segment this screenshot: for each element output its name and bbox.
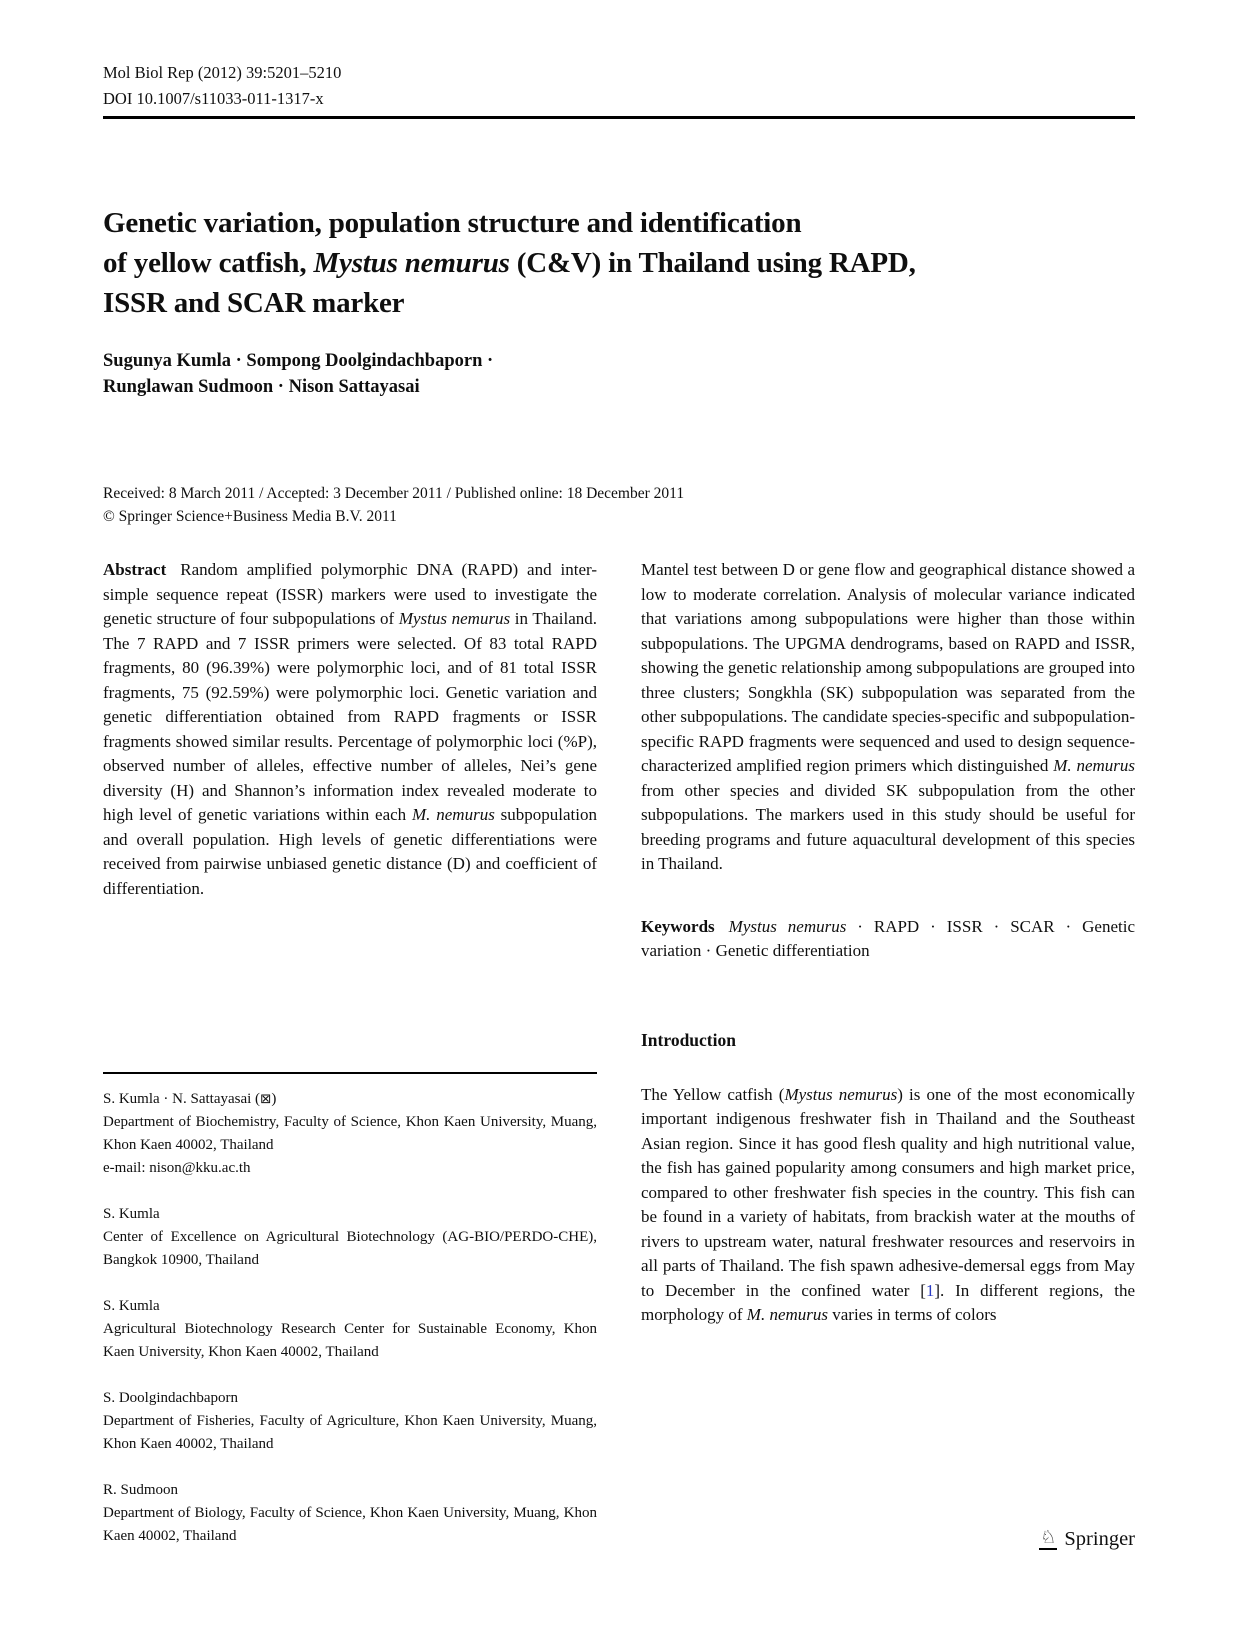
footnote-group: S. Kumla · N. Sattayasai (⊠) Department …: [103, 1088, 597, 1180]
footnote-names: S. Kumla: [103, 1298, 160, 1314]
abstract-label: Abstract: [103, 560, 167, 579]
title-line-2: of yellow catfish, Mystus nemurus (C&V) …: [103, 247, 916, 279]
authors-line-2: Runglawan Sudmoon · Nison Sattayasai: [103, 377, 420, 397]
footnote-affiliation: Center of Excellence on Agricultural Bio…: [103, 1229, 597, 1268]
footnote-email: e-mail: nison@kku.ac.th: [103, 1160, 251, 1176]
keywords-label: Keywords: [641, 916, 715, 936]
doi: DOI 10.1007/s11033-011-1317-x: [103, 89, 324, 108]
introduction-paragraph: The Yellow catfish (Mystus nemurus) is o…: [641, 1084, 1135, 1325]
introduction-heading: Introduction: [641, 1029, 736, 1050]
footnote-group: R. Sudmoon Department of Biology, Facult…: [103, 1479, 597, 1548]
springer-wordmark: Springer: [1064, 1528, 1135, 1551]
footnote-affiliation: Department of Biochemistry, Faculty of S…: [103, 1114, 597, 1153]
abstract-paragraph: Abstract Random amplified polymorphic DNA…: [103, 558, 597, 901]
title-line-3: ISSR and SCAR marker: [103, 287, 405, 319]
authors-line-1: Sugunya Kumla · Sompong Doolgindachbapor…: [103, 351, 494, 371]
springer-knight-icon: ♘: [1039, 1527, 1058, 1550]
abstract-text-col1: Random amplified polymorphic DNA (RAPD) …: [103, 560, 598, 898]
footnote-names: S. Kumla: [103, 1206, 160, 1222]
received-accepted-line: Received: 8 March 2011 / Accepted: 3 Dec…: [103, 485, 685, 502]
footnote-rule: [103, 1072, 597, 1074]
publication-dates: Received: 8 March 2011 / Accepted: 3 Dec…: [103, 482, 684, 528]
left-column: Abstract Random amplified polymorphic DNA…: [103, 558, 597, 1548]
citation-link[interactable]: 1: [925, 1280, 935, 1300]
footnote-affiliation: Department of Biology, Faculty of Scienc…: [103, 1505, 597, 1544]
copyright-line: © Springer Science+Business Media B.V. 2…: [103, 508, 397, 525]
title-line-1: Genetic variation, population structure …: [103, 207, 802, 239]
journal-header: Mol Biol Rep (2012) 39:5201–5210 DOI 10.…: [103, 60, 341, 112]
springer-logo: ♘ Springer: [1039, 1527, 1135, 1551]
footnotes: S. Kumla · N. Sattayasai (⊠) Department …: [103, 1072, 597, 1548]
keywords-text: Mystus nemurus · RAPD · ISSR · SCAR · Ge…: [641, 916, 1135, 961]
two-column-body: Abstract Random amplified polymorphic DNA…: [103, 558, 1135, 1548]
abstract-text-col2: Mantel test between D or gene flow and g…: [641, 560, 1136, 873]
header-rule: [103, 116, 1135, 119]
footnote-affiliation: Agricultural Biotechnology Research Cent…: [103, 1321, 597, 1360]
footnote-affiliation: Department of Fisheries, Faculty of Agri…: [103, 1413, 597, 1452]
footnote-group: S. Kumla Agricultural Biotechnology Rese…: [103, 1295, 597, 1364]
footnote-names: S. Kumla · N. Sattayasai (⊠): [103, 1091, 277, 1107]
envelope-icon: ⊠: [260, 1091, 272, 1107]
footnote-names: R. Sudmoon: [103, 1482, 179, 1498]
right-column: Mantel test between D or gene flow and g…: [641, 558, 1135, 1328]
keywords-paragraph: Keywords Mystus nemurus · RAPD · ISSR · S…: [641, 915, 1135, 964]
footnote-group: S. Kumla Center of Excellence on Agricul…: [103, 1203, 597, 1272]
article-title: Genetic variation, population structure …: [103, 203, 1163, 323]
author-list: Sugunya Kumla · Sompong Doolgindachbapor…: [103, 348, 493, 400]
journal-ref: Mol Biol Rep (2012) 39:5201–5210: [103, 63, 342, 82]
footnote-names: S. Doolgindachbaporn: [103, 1390, 238, 1406]
footnote-group: S. Doolgindachbaporn Department of Fishe…: [103, 1387, 597, 1456]
